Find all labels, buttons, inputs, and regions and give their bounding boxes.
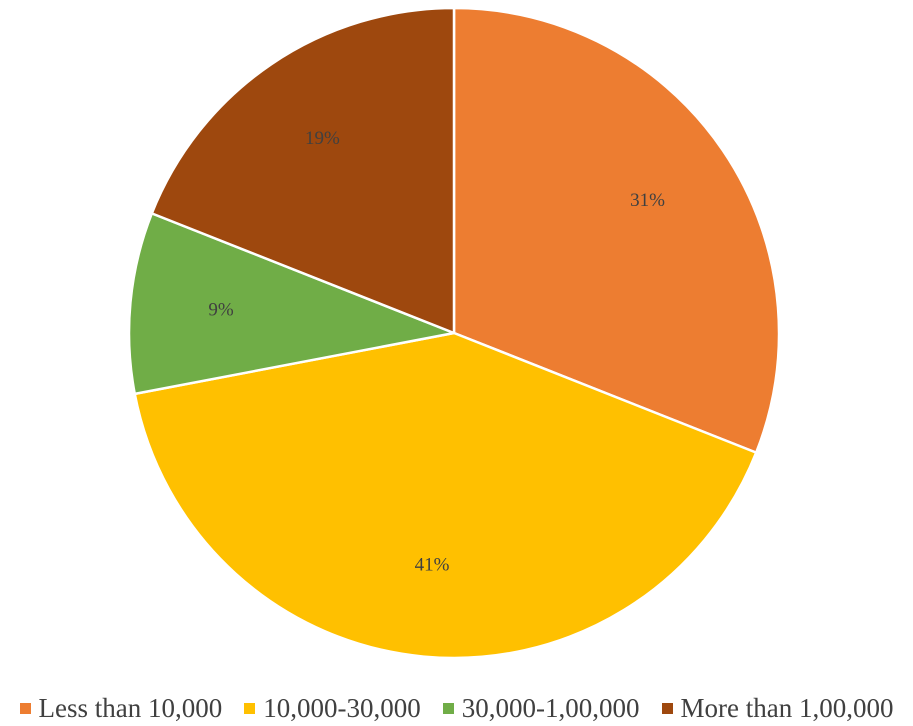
chart-legend: Less than 10,000 10,000-30,000 30,000-1,… xyxy=(0,690,913,726)
legend-swatch xyxy=(442,702,454,714)
pie-data-label-1: 41% xyxy=(415,554,450,575)
legend-item-less-than-10000: Less than 10,000 xyxy=(19,692,223,723)
pie-slice-2 xyxy=(127,212,456,396)
pie-data-label-0: 31% xyxy=(630,190,665,211)
legend-label: More than 1,00,000 xyxy=(680,692,894,723)
pie-data-label-2: 9% xyxy=(208,299,234,320)
legend-label: 10,000-30,000 xyxy=(263,692,421,723)
pie-data-labels: 31% 41% 9% 19% xyxy=(208,128,665,575)
legend-swatch xyxy=(19,702,31,714)
legend-item-30000-100000: 30,000-1,00,000 xyxy=(442,692,640,723)
pie-slice-1 xyxy=(133,331,758,660)
legend-label: Less than 10,000 xyxy=(38,692,223,723)
pie-data-label-3: 19% xyxy=(305,128,340,149)
legend-swatch xyxy=(661,702,673,714)
legend-swatch xyxy=(244,702,256,714)
legend-item-10000-30000: 10,000-30,000 xyxy=(244,692,421,723)
legend-label: 30,000-1,00,000 xyxy=(461,692,640,723)
pie-slices xyxy=(127,6,781,660)
legend-item-more-than-100000: More than 1,00,000 xyxy=(661,692,894,723)
pie-slice-3 xyxy=(150,6,456,335)
pie-slice-0 xyxy=(452,6,781,454)
